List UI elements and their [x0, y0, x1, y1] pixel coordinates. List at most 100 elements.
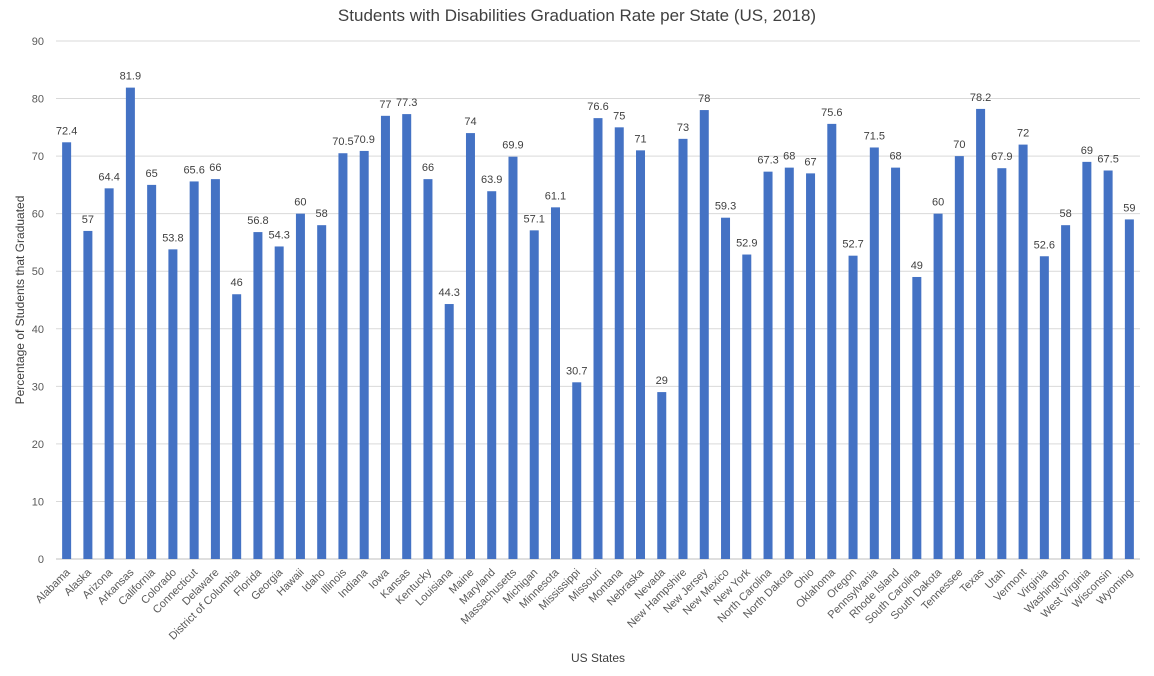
bar — [976, 108, 986, 559]
bar — [508, 156, 518, 560]
data-label: 69 — [1081, 145, 1093, 157]
data-label: 44.3 — [439, 287, 460, 299]
data-label: 70 — [953, 139, 965, 151]
data-label: 76.6 — [587, 101, 608, 113]
bar — [869, 147, 879, 559]
data-label: 74 — [464, 116, 476, 128]
bar — [189, 181, 199, 560]
bar — [1124, 219, 1134, 559]
bar — [210, 179, 220, 559]
bar — [593, 118, 603, 559]
data-label: 64.4 — [98, 171, 119, 183]
data-label: 69.9 — [502, 140, 523, 152]
data-label: 58 — [316, 208, 328, 220]
data-label: 68 — [783, 151, 795, 163]
data-label: 67.3 — [757, 155, 778, 167]
data-label: 73 — [677, 122, 689, 134]
data-label: 29 — [656, 375, 668, 387]
data-label: 58 — [1059, 208, 1071, 220]
data-label: 57 — [82, 214, 94, 226]
data-labels: 72.4 57 64.4 81.9 65 53.8 65.6 66 46 56.854.3 60 58… — [56, 71, 1136, 387]
data-label: 54.3 — [268, 229, 289, 241]
data-label: 52.9 — [736, 238, 757, 250]
y-tick-label: 60 — [32, 209, 44, 221]
bar — [1039, 256, 1049, 559]
bar — [83, 230, 93, 559]
data-label: 78.2 — [970, 92, 991, 104]
bar — [933, 213, 943, 559]
bar — [721, 217, 731, 559]
bar — [423, 179, 433, 559]
bar — [125, 87, 135, 560]
data-label: 68 — [889, 151, 901, 163]
bar — [997, 168, 1007, 559]
y-tick-label: 40 — [32, 324, 44, 336]
bar — [806, 173, 816, 559]
bar — [168, 249, 178, 559]
bar — [338, 153, 348, 559]
data-label: 63.9 — [481, 174, 502, 186]
bar — [380, 115, 390, 560]
y-tick-label: 0 — [38, 554, 44, 566]
bar — [572, 382, 582, 559]
data-label: 72.4 — [56, 125, 77, 137]
bars — [62, 87, 1134, 560]
bar — [147, 184, 157, 559]
y-tick-label: 10 — [32, 496, 44, 508]
data-label: 59 — [1123, 202, 1135, 214]
y-axis-title: Percentage of Students that Graduated — [13, 196, 27, 405]
data-label: 67.5 — [1097, 154, 1118, 166]
data-label: 65 — [146, 168, 158, 180]
bar — [295, 213, 305, 559]
bar — [614, 127, 624, 559]
data-label: 46 — [231, 277, 243, 289]
bar — [104, 188, 114, 559]
bar — [699, 110, 709, 560]
bar — [742, 254, 752, 559]
data-label: 56.8 — [247, 215, 268, 227]
bar — [444, 304, 454, 559]
data-label: 75 — [613, 110, 625, 122]
data-label: 59.3 — [715, 201, 736, 213]
bar — [912, 276, 922, 559]
data-label: 67 — [804, 156, 816, 168]
bar — [232, 294, 242, 559]
data-label: 52.6 — [1034, 239, 1055, 251]
chart-title: Students with Disabilities Graduation Ra… — [337, 6, 817, 25]
bar — [359, 150, 369, 560]
data-label: 67.9 — [991, 151, 1012, 163]
data-label: 52.7 — [842, 239, 863, 251]
data-label: 53.8 — [162, 232, 183, 244]
bar — [784, 167, 794, 559]
data-label: 71 — [634, 133, 646, 145]
data-label: 66 — [209, 162, 221, 174]
y-tick-label: 70 — [32, 151, 44, 163]
bar — [636, 150, 646, 559]
data-label: 60 — [932, 197, 944, 209]
bar — [274, 246, 284, 559]
y-tick-label: 80 — [32, 94, 44, 106]
bar — [678, 138, 688, 559]
bar — [827, 123, 837, 559]
x-tick-label: Texas — [958, 566, 987, 595]
bar — [529, 230, 539, 559]
bar — [487, 191, 497, 559]
data-label: 75.6 — [821, 107, 842, 119]
data-label: 77 — [379, 99, 391, 111]
bar — [1103, 170, 1113, 559]
bar — [465, 133, 475, 560]
data-label: 70.9 — [353, 134, 374, 146]
bar — [62, 142, 72, 559]
y-tick-label: 50 — [32, 266, 44, 278]
x-axis-ticks: AlabamaAlaskaArizonaArkansasCaliforniaCo… — [34, 566, 1136, 643]
bar — [1018, 144, 1028, 559]
data-label: 57.1 — [524, 213, 545, 225]
bar — [1082, 161, 1092, 559]
bar — [657, 392, 667, 559]
data-label: 72 — [1017, 128, 1029, 140]
data-label: 70.5 — [332, 136, 353, 148]
bar — [954, 156, 964, 559]
bar — [317, 225, 327, 559]
data-label: 30.7 — [566, 365, 587, 377]
